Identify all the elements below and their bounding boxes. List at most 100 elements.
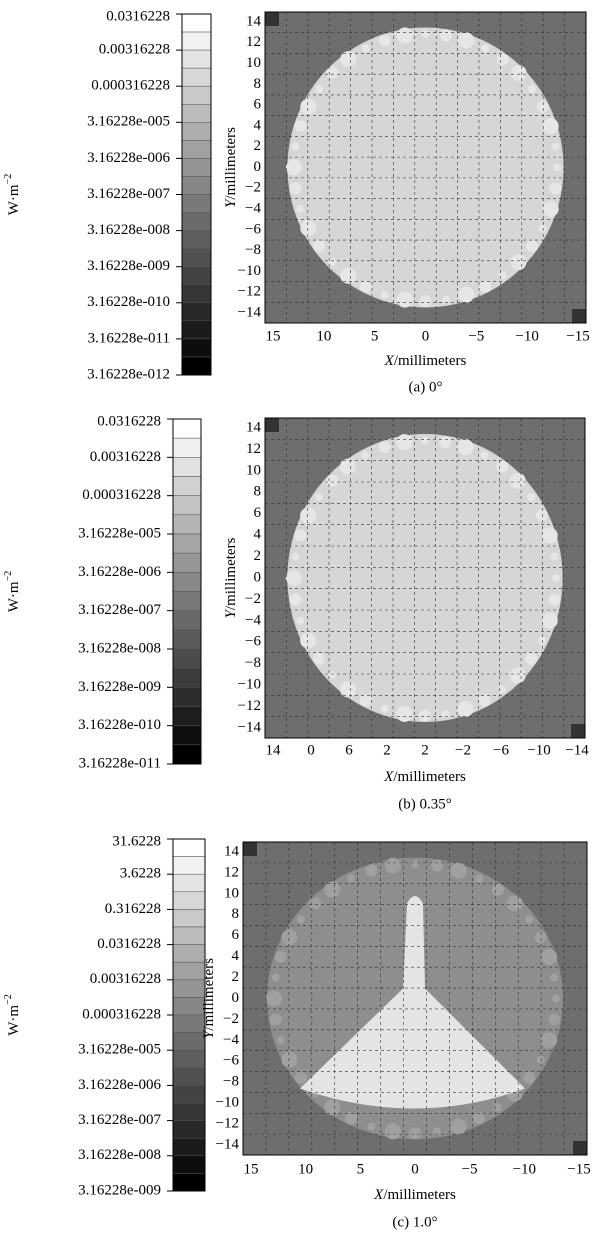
colorbar-label: 3.16228e-011 <box>88 330 170 346</box>
x-tick-label: 15 <box>266 328 281 344</box>
map-cone <box>300 896 525 1109</box>
colorbar-label: 3.16228e-005 <box>78 525 161 541</box>
map-speckle <box>285 159 302 176</box>
colorbar-band <box>181 122 212 141</box>
map-speckle <box>440 29 453 42</box>
y-tick-label: 6 <box>254 505 262 521</box>
x-tick-label: 10 <box>316 328 331 344</box>
y-tick-label: 14 <box>246 13 262 29</box>
colorbar-label: 0.00316228 <box>90 449 161 465</box>
map-speckle <box>479 280 492 293</box>
map-speckle <box>324 881 341 898</box>
map-speckle <box>510 64 527 81</box>
y-tick-label: 12 <box>224 864 239 880</box>
map-speckle <box>534 931 547 944</box>
colorbar-band <box>181 356 212 376</box>
map-speckle <box>396 434 413 451</box>
y-tick-label: 14 <box>246 419 262 435</box>
x-tick-label: 6 <box>345 742 353 758</box>
map-speckle <box>549 182 562 195</box>
colorbar-band <box>181 266 212 286</box>
x-tick-label: 0 <box>422 328 430 344</box>
axis-variable: Y <box>201 1029 217 1039</box>
colorbar-band <box>172 533 202 554</box>
axis-unit: /millimeters <box>383 1187 456 1203</box>
x-tick-label: −6 <box>493 742 509 758</box>
x-axis-label: X/millimeters <box>373 1187 456 1203</box>
y-tick-label: 4 <box>254 527 262 543</box>
map-speckle <box>481 44 490 53</box>
y-tick-label: −2 <box>245 591 261 607</box>
map-speckle <box>274 950 287 963</box>
map-speckle <box>548 593 561 606</box>
map-speckle <box>314 493 323 502</box>
map-speckle <box>478 694 491 707</box>
colorbar-label: 3.6228 <box>120 866 161 882</box>
unit-exponent: −2 <box>3 571 14 582</box>
plot-frame <box>264 11 587 324</box>
map-speckle <box>542 200 559 217</box>
colorbar-band <box>172 1067 206 1086</box>
x-tick-label: 15 <box>244 1161 259 1177</box>
y-tick-label: −12 <box>238 698 261 714</box>
map-speckle <box>285 570 302 586</box>
y-tick-label: −6 <box>245 634 261 650</box>
colorbar-band <box>172 457 202 477</box>
y-axis-label: Y/millimeters <box>201 958 217 1039</box>
colorbar-band <box>172 873 206 893</box>
plot-frame <box>264 417 586 739</box>
x-tick-label: 5 <box>357 1161 365 1177</box>
colorbar-label: 0.000316228 <box>82 1006 161 1022</box>
map-speckle <box>346 874 355 883</box>
map-speckle <box>439 436 452 449</box>
colorbar-band <box>172 979 206 998</box>
x-tick-label: −10 <box>513 1161 536 1177</box>
axis-variable: X <box>373 1187 384 1203</box>
x-tick-label: 2 <box>383 742 391 758</box>
caption: (a) 0° <box>409 379 443 395</box>
map-speckle <box>491 883 504 896</box>
colorbar-band <box>172 1085 206 1104</box>
map-speckle <box>289 593 302 606</box>
map-speckle <box>380 290 389 299</box>
map-speckle <box>289 182 302 195</box>
map-speckle <box>535 509 548 522</box>
unit-exponent: −2 <box>3 174 14 185</box>
colorbar-band <box>172 552 202 573</box>
colorbar-band <box>172 1155 206 1174</box>
colorbar-band <box>172 856 206 875</box>
colorbar-label: 3.16228e-005 <box>78 1042 161 1058</box>
map-speckle <box>326 66 339 79</box>
map-speckle <box>441 709 450 718</box>
colorbar-band <box>172 1014 206 1033</box>
map-speckle <box>300 632 317 649</box>
y-tick-label: −14 <box>216 1136 240 1152</box>
colorbar-band <box>172 514 202 535</box>
colorbar-label: 0.000316228 <box>91 78 170 94</box>
map-speckle <box>458 286 475 303</box>
map-speckle <box>553 163 562 172</box>
colorbar-label: 0.0316228 <box>97 413 161 429</box>
map-speckle <box>419 295 432 308</box>
y-tick-label: 8 <box>254 484 262 500</box>
colorbar-band <box>181 13 212 33</box>
unit-exponent: −2 <box>3 994 14 1005</box>
y-tick-label: 12 <box>246 441 261 457</box>
map-speckle <box>541 527 558 544</box>
map-speckle <box>548 1013 561 1026</box>
colorbar-label: 3.16228e-010 <box>78 717 161 733</box>
map-speckle <box>291 552 300 561</box>
colorbar-band <box>172 1120 206 1139</box>
map-corner <box>265 12 279 26</box>
y-tick-label: 0 <box>254 159 262 175</box>
y-tick-label: 2 <box>232 969 240 985</box>
colorbar-band <box>181 302 212 322</box>
map-speckle <box>509 667 526 684</box>
colorbar-label: 0.00316228 <box>90 971 161 987</box>
colorbar-band <box>172 1049 206 1069</box>
map-speckle <box>509 472 526 489</box>
map-speckle <box>281 1051 298 1068</box>
unit-base: W·m <box>6 1005 22 1036</box>
y-tick-label: −12 <box>216 1116 239 1132</box>
colorbar-band <box>181 284 212 304</box>
